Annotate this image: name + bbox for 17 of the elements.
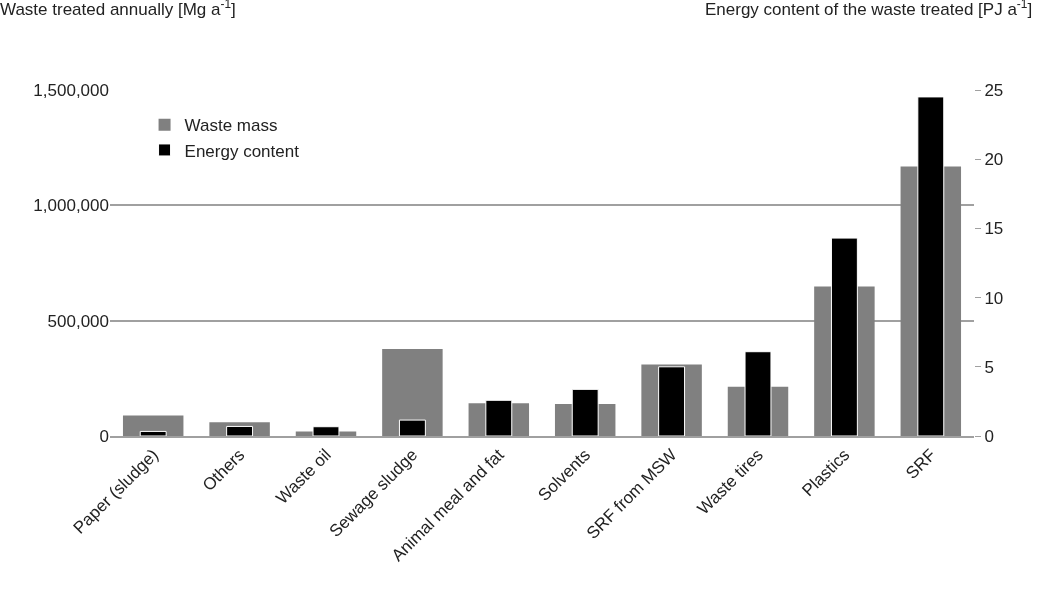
legend-label: Waste mass bbox=[184, 116, 278, 136]
y-tick-label: 1,000,000 bbox=[33, 196, 109, 216]
bar bbox=[139, 430, 167, 436]
y-tick-label: 1,500,000 bbox=[33, 80, 109, 100]
bar bbox=[398, 419, 426, 436]
y2-tick-label: 0 bbox=[984, 426, 994, 446]
y2-tick-label: 5 bbox=[984, 357, 994, 377]
y-axis-title: Waste treated annually [Mg a$^{-1}$] bbox=[0, 0, 236, 20]
y2-tick-label: 10 bbox=[984, 288, 1004, 308]
y2-tick-label: 20 bbox=[984, 150, 1004, 170]
y-tick-label: 500,000 bbox=[47, 311, 109, 331]
bar bbox=[382, 349, 443, 436]
y2-tick-label: 15 bbox=[984, 219, 1004, 239]
y-tick-label: 0 bbox=[99, 426, 109, 446]
legend-label: Energy content bbox=[184, 141, 300, 161]
y2-axis-title: Energy content of the waste treated [PJ a$^{-1}$] bbox=[705, 0, 1033, 20]
y2-tick-label: 25 bbox=[984, 80, 1004, 100]
